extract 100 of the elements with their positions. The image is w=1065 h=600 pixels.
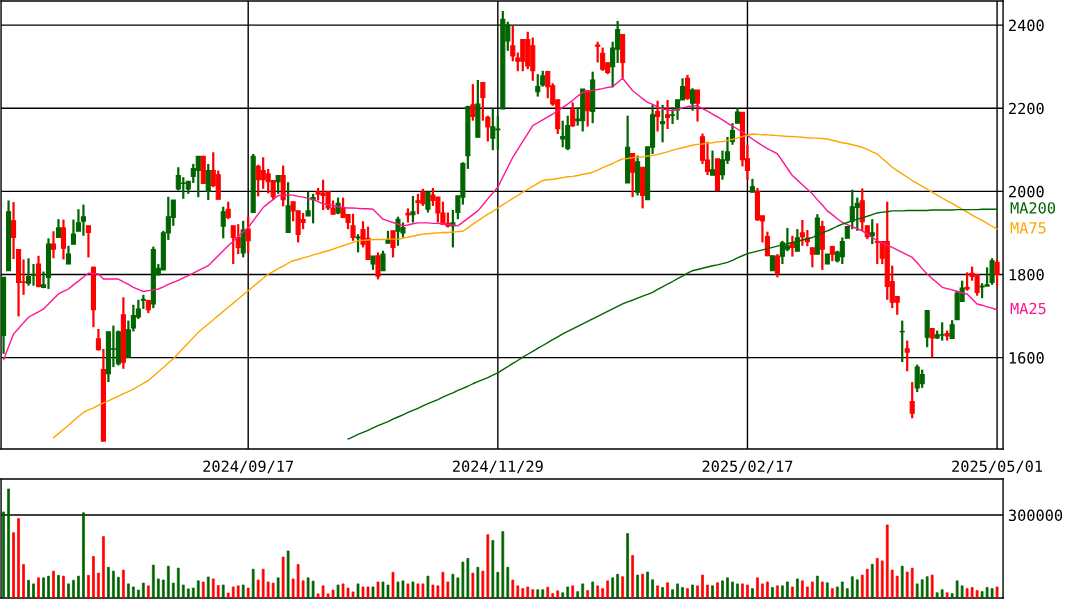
y-tick-label: 1800: [1009, 268, 1044, 281]
candlestick: [50, 230, 57, 260]
candlestick: [919, 368, 925, 390]
bar: [830, 588, 834, 598]
bar: [925, 576, 929, 598]
candlestick: [630, 152, 636, 199]
candlestick: [939, 321, 945, 342]
bar: [566, 586, 570, 598]
bar: [731, 581, 734, 598]
candlestick: [660, 103, 666, 144]
bar: [676, 583, 679, 598]
bar: [646, 571, 649, 598]
bar: [945, 592, 949, 598]
bar: [586, 590, 590, 598]
bar: [686, 588, 689, 598]
bar: [102, 536, 105, 598]
bar: [221, 584, 225, 598]
candlestick: [909, 380, 915, 420]
y-tick-label: 1600: [1009, 352, 1044, 364]
candlestick: [425, 191, 431, 214]
y-tick-label: 2000: [1009, 185, 1044, 198]
bar: [52, 570, 55, 598]
bar: [137, 589, 140, 598]
candlestick: [205, 162, 211, 202]
bar: [241, 584, 245, 598]
bar: [806, 586, 809, 598]
bar: [281, 556, 285, 598]
candlestick: [839, 236, 845, 266]
bar: [356, 583, 360, 598]
bar: [132, 586, 135, 598]
bar: [491, 540, 495, 598]
series-label: MA75: [1010, 222, 1046, 234]
line-series: [2, 77, 998, 361]
series-label: MA200: [1010, 202, 1056, 214]
candlestick: [809, 246, 815, 269]
bar: [776, 585, 779, 598]
bar: [112, 570, 115, 598]
candlestick: [60, 218, 67, 261]
candlestick: [774, 252, 780, 279]
bar: [516, 585, 520, 598]
bar: [890, 569, 894, 598]
candlestick: [655, 99, 661, 133]
bar: [181, 584, 185, 598]
bar: [371, 586, 375, 598]
bar: [726, 577, 729, 598]
bar: [736, 583, 739, 598]
x-tick-label: 2024/09/17: [203, 460, 294, 474]
bar: [261, 568, 265, 598]
bar: [716, 582, 719, 598]
bar: [591, 581, 595, 598]
bar: [411, 581, 415, 598]
bar: [671, 589, 674, 598]
bar: [771, 587, 774, 598]
candlestick: [30, 262, 37, 287]
candlestick: [240, 219, 246, 259]
bar: [576, 591, 580, 598]
candlestick: [904, 339, 910, 373]
bar: [766, 581, 769, 598]
candlestick: [819, 219, 825, 271]
bar: [865, 568, 869, 598]
candlestick: [70, 218, 77, 246]
candlestick: [535, 73, 541, 98]
bar: [791, 586, 794, 598]
bar: [796, 578, 799, 598]
bar: [37, 577, 40, 598]
candlestick: [794, 228, 800, 253]
bar: [930, 574, 934, 598]
bar: [256, 579, 260, 598]
bar: [895, 575, 899, 598]
bar: [376, 581, 380, 598]
candlestick: [75, 208, 82, 233]
x-tick-label: 2024/11/29: [452, 460, 543, 474]
bar: [236, 585, 240, 598]
bar: [835, 586, 839, 598]
candlestick: [570, 101, 576, 129]
x-tick-label: 2025/02/17: [702, 460, 793, 474]
bar: [122, 569, 125, 598]
candlestick: [665, 98, 671, 131]
bar: [531, 589, 535, 598]
bar: [191, 587, 195, 598]
bar: [117, 576, 120, 598]
candlestick: [35, 254, 42, 289]
bar: [551, 593, 555, 598]
series-label: MA25: [1010, 302, 1046, 315]
candlestick: [390, 229, 396, 259]
bar: [231, 586, 235, 598]
y-tick-label: 2400: [1009, 19, 1044, 32]
candlestick: [415, 192, 421, 216]
candlestick: [689, 87, 696, 112]
bar: [786, 581, 789, 598]
candlestick: [220, 205, 226, 240]
candlestick: [230, 224, 236, 266]
bar: [691, 584, 694, 598]
bar: [97, 572, 100, 598]
bar: [471, 572, 475, 598]
bar: [855, 579, 859, 598]
bar: [651, 579, 654, 598]
bar: [631, 555, 634, 598]
candlestick: [85, 224, 91, 259]
bar: [746, 584, 749, 598]
